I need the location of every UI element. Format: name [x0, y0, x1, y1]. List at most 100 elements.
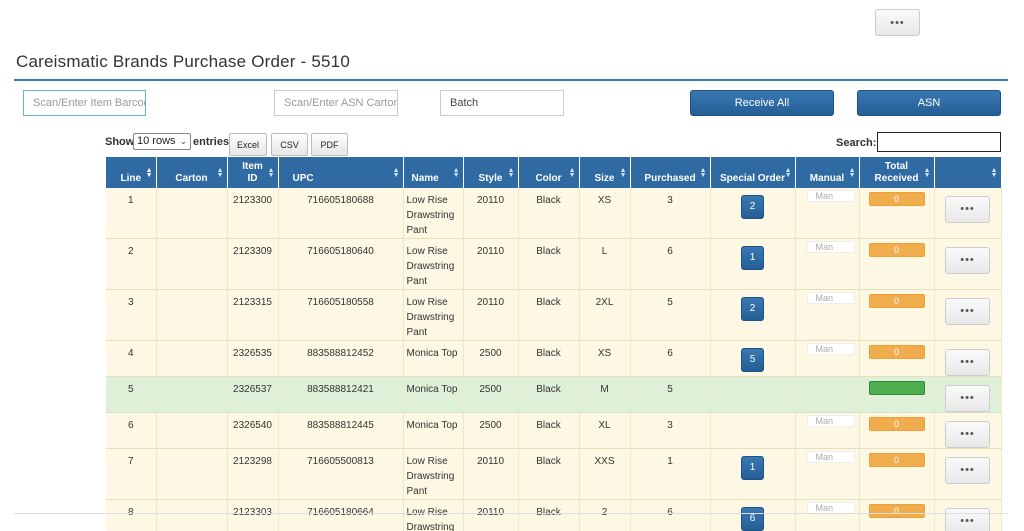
size-cell: XS	[579, 188, 631, 239]
row-actions-cell: •••	[934, 340, 1002, 377]
sort-icon: ▲ ▼	[619, 167, 627, 179]
purchased-cell: 3	[630, 412, 711, 449]
upc-cell: 716605180640	[278, 238, 404, 290]
export-excel-button[interactable]: Excel	[229, 133, 267, 156]
row-more-button[interactable]: •••	[945, 457, 990, 484]
color-cell: Black	[518, 238, 580, 290]
line-cell: 3	[106, 289, 157, 341]
column-header-name[interactable]: Name ▲ ▼	[403, 157, 464, 188]
size-cell: 2XL	[579, 289, 631, 341]
column-header-color[interactable]: Color ▲ ▼	[518, 157, 580, 188]
purchased-cell: 5	[630, 289, 711, 341]
item-barcode-input[interactable]: Scan/Enter Item Barcode	[23, 90, 146, 116]
sort-icon: ▲ ▼	[216, 167, 224, 179]
name-cell: Low Rise Drawstring Pant	[403, 238, 464, 290]
manual-input[interactable]: Man	[806, 241, 855, 253]
manual-cell: Man	[795, 188, 860, 239]
style-cell: 20110	[463, 289, 519, 341]
export-pdf-button[interactable]: PDF	[311, 133, 348, 156]
export-csv-button[interactable]: CSV	[271, 133, 308, 156]
row-more-button[interactable]: •••	[945, 298, 990, 325]
color-cell: Black	[518, 289, 580, 341]
sort-icon: ▲ ▼	[507, 167, 515, 179]
purchased-cell: 6	[630, 340, 711, 377]
special-order-button[interactable]: 5	[741, 348, 764, 372]
manual-input[interactable]: Man	[806, 415, 855, 427]
sort-icon: ▲ ▼	[267, 167, 275, 179]
total-received-badge: 0	[868, 294, 925, 308]
column-header-item-id[interactable]: Item ID ▲ ▼	[227, 157, 279, 188]
upc-cell: 716605180558	[278, 289, 404, 341]
row-actions-cell: •••	[934, 448, 1002, 500]
manual-cell: Man	[795, 238, 860, 290]
row-more-button[interactable]: •••	[945, 421, 990, 448]
total-received-cell	[859, 376, 935, 413]
item-id-cell: 2326537	[227, 376, 279, 413]
rows-per-page-select[interactable]: 10 rows ⌄	[133, 133, 191, 150]
sort-icon: ▲ ▼	[568, 167, 576, 179]
row-more-button[interactable]: •••	[945, 196, 990, 223]
column-header-total-received[interactable]: Total Received ▲ ▼	[859, 157, 935, 188]
receive-all-button[interactable]: Receive All	[690, 90, 834, 116]
row-more-button[interactable]: •••	[945, 247, 990, 274]
table-row[interactable]: 8 2123303716605180664Low Rise Drawstring …	[106, 499, 1002, 531]
name-cell: Low Rise Drawstring Pant	[403, 499, 464, 531]
name-cell: Low Rise Drawstring Pant	[403, 289, 464, 341]
table-row[interactable]: 2 2123309 716605180640 Low Rise Drawstring …	[106, 238, 1002, 290]
name-cell: Low Rise Drawstring Pant	[403, 448, 464, 500]
column-header-size[interactable]: Size ▲ ▼	[579, 157, 631, 188]
style-cell: 2500	[463, 412, 519, 449]
row-actions-cell: •••	[934, 188, 1002, 239]
upc-cell: 883588812452	[278, 340, 404, 377]
column-header-special-order[interactable]: Special Order ▲ ▼	[710, 157, 796, 188]
asn-button[interactable]: ASN	[857, 90, 1001, 116]
asn-carton-input[interactable]: Scan/Enter ASN Carton	[274, 90, 398, 116]
special-order-button[interactable]: 1	[741, 246, 764, 270]
table-row[interactable]: 7 2123298 716605500813 Low Rise Drawstring …	[106, 448, 1002, 500]
more-options-button[interactable]: •••	[875, 9, 920, 36]
manual-input[interactable]: Man	[806, 190, 855, 202]
carton-cell	[156, 499, 228, 531]
total-received-badge: 0	[868, 504, 925, 518]
column-header-manual[interactable]: Manual ▲ ▼	[795, 157, 860, 188]
search-input[interactable]	[877, 132, 1001, 152]
title-divider	[14, 79, 1008, 81]
column-header-actions[interactable]: ▲ ▼	[934, 157, 1002, 188]
special-order-button[interactable]: 2	[741, 297, 764, 321]
table-row[interactable]: 3 2123315 716605180558 Low Rise Drawstring …	[106, 289, 1002, 341]
table-row[interactable]: 5 2326537 883588812421 Monica Top 2500 Black M…	[106, 376, 1002, 413]
column-header-carton[interactable]: Carton ▲ ▼	[156, 157, 228, 188]
special-order-button[interactable]: 6	[741, 507, 764, 531]
column-header-purchased[interactable]: Purchased ▲ ▼	[630, 157, 711, 188]
line-cell: 1	[106, 188, 157, 239]
total-received-cell: 0	[859, 289, 935, 341]
size-cell: XXS	[579, 448, 631, 500]
row-more-button[interactable]: •••	[945, 349, 990, 376]
batch-input[interactable]: Batch	[440, 90, 564, 116]
special-order-button[interactable]: 1	[741, 456, 764, 480]
manual-cell: Man	[795, 340, 860, 377]
sort-icon: ▲ ▼	[392, 167, 400, 179]
manual-input[interactable]: Man	[806, 292, 855, 304]
special-order-button[interactable]: 2	[741, 195, 764, 219]
column-header-line[interactable]: Line ▲ ▼	[106, 157, 157, 188]
special-order-cell: 2	[710, 188, 796, 239]
row-more-button[interactable]: •••	[945, 385, 990, 412]
table-row[interactable]: 4 2326535 883588812452 Monica Top 2500 Black X…	[106, 340, 1002, 377]
row-actions-cell: •••	[934, 376, 1002, 413]
sort-icon: ▲ ▼	[990, 167, 998, 179]
manual-input[interactable]: Man	[806, 451, 855, 463]
table-row[interactable]: 1 2123300 716605180688 Low Rise Drawstring …	[106, 188, 1002, 239]
color-cell: Black	[518, 376, 580, 413]
table-row[interactable]: 6 2326540 883588812445 Monica Top 2500 Black X…	[106, 412, 1002, 449]
color-cell: Black	[518, 188, 580, 239]
carton-cell	[156, 238, 228, 290]
manual-input[interactable]: Man	[806, 343, 855, 355]
manual-cell: Man	[795, 289, 860, 341]
style-cell: 20110	[463, 238, 519, 290]
color-cell: Black	[518, 499, 580, 531]
row-more-button[interactable]: •••	[945, 508, 990, 531]
column-header-upc[interactable]: UPC ▲ ▼	[278, 157, 404, 188]
column-header-style[interactable]: Style ▲ ▼	[463, 157, 519, 188]
